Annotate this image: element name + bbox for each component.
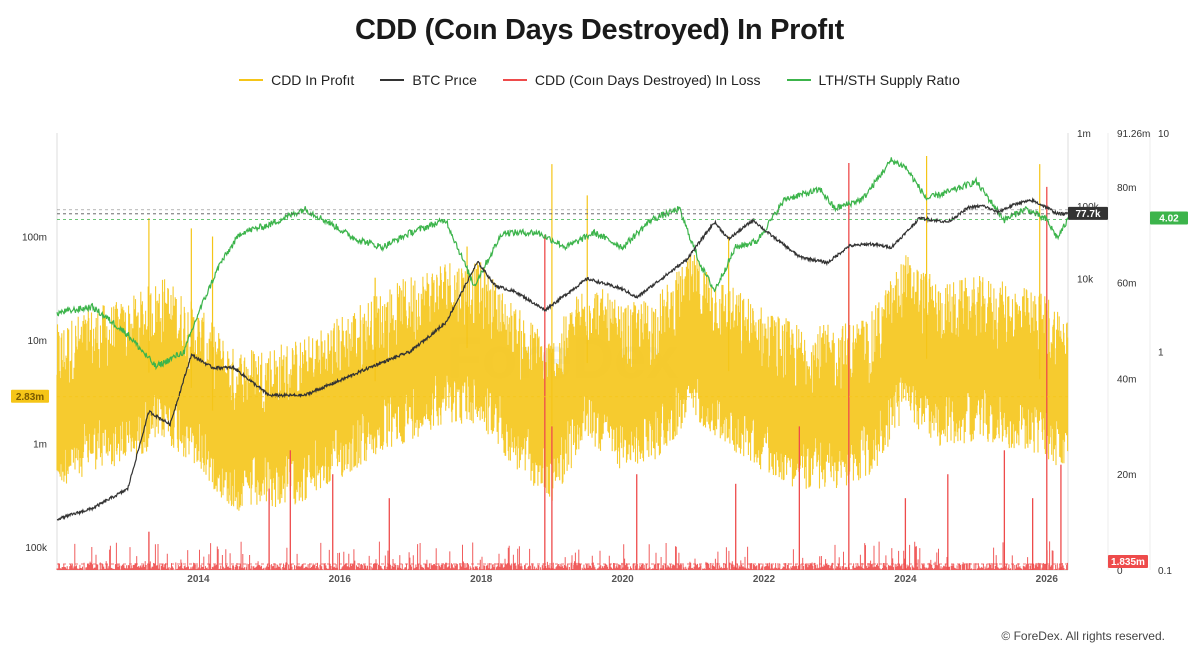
legend-swatch-btc-price xyxy=(380,79,405,81)
legend-label-cdd-profit: CDD In Profıt xyxy=(271,72,355,88)
btc-price-current-badge-bg xyxy=(1068,206,1108,220)
ratio-current-badge: 4.02 xyxy=(1159,213,1179,224)
x-tick-label: 2018 xyxy=(470,574,493,585)
legend-item-cdd-loss[interactable]: CDD (Coın Days Destroyed) In Loss xyxy=(502,72,761,88)
cdd-loss-line xyxy=(56,541,1068,570)
copyright-notice: © ForeDex. All rights reserved. xyxy=(1001,629,1165,643)
cdd-loss-current-badge: 1.835m xyxy=(1111,557,1145,568)
cdd-loss-series xyxy=(56,162,1068,570)
chart-title: CDD (Coın Days Destroyed) In Profıt xyxy=(355,14,844,46)
ratio-tick-label: 10 xyxy=(1158,129,1170,140)
chart-legend: CDD In Profıt BTC Prıce CDD (Coın Days D… xyxy=(0,72,1199,88)
legend-label-cdd-loss: CDD (Coın Days Destroyed) In Loss xyxy=(534,72,761,88)
left-tick-label: 1m xyxy=(33,440,47,451)
legend-swatch-cdd-profit xyxy=(239,79,264,81)
ratio-current-badge-bg xyxy=(1150,211,1188,225)
btc-price-line xyxy=(56,197,1069,521)
cdd-profit-current-badge: 2.83m xyxy=(16,392,44,403)
legend-item-lth-sth-ratio[interactable]: LTH/STH Supply Ratıo xyxy=(786,72,960,88)
legend-item-btc-price[interactable]: BTC Prıce xyxy=(380,72,477,88)
ratio-tick-label: 1 xyxy=(1158,348,1164,359)
legend-swatch-cdd-loss xyxy=(502,79,527,81)
cdd-profit-line xyxy=(56,255,1069,511)
btc-price-current-badge: 77.7k xyxy=(1075,209,1100,220)
price-tick-label: 10k xyxy=(1077,275,1094,286)
legend-label-btc-price: BTC Prıce xyxy=(412,72,477,88)
x-tick-label: 2020 xyxy=(611,574,634,585)
loss-tick-label: 20m xyxy=(1117,470,1136,481)
cdd-loss-current-badge-bg xyxy=(1108,555,1148,568)
x-tick-label: 2022 xyxy=(753,574,776,585)
legend-label-lth-sth-ratio: LTH/STH Supply Ratıo xyxy=(818,72,960,88)
legend-swatch-lth-sth-ratio xyxy=(786,79,811,81)
loss-tick-label: 60m xyxy=(1117,279,1136,290)
loss-tick-label: 80m xyxy=(1117,183,1136,194)
x-tick-label: 2014 xyxy=(187,574,210,585)
left-tick-label: 10m xyxy=(28,336,47,347)
lth-sth-ratio-line xyxy=(56,157,1069,371)
x-tick-label: 2026 xyxy=(1036,574,1059,585)
left-tick-label: 100m xyxy=(22,233,47,244)
cdd-profit-series xyxy=(56,155,1069,511)
cdd-profit-current-badge-bg xyxy=(11,389,49,403)
loss-tick-label: 91.26m xyxy=(1117,129,1150,140)
loss-tick-label: 40m xyxy=(1117,374,1136,385)
x-tick-label: 2024 xyxy=(894,574,917,585)
x-tick-label: 2016 xyxy=(329,574,352,585)
ratio-tick-label: 0.1 xyxy=(1158,566,1172,577)
price-tick-label: 1m xyxy=(1077,129,1091,140)
loss-tick-label: 0 xyxy=(1117,566,1123,577)
legend-item-cdd-profit[interactable]: CDD In Profıt xyxy=(239,72,354,88)
left-tick-label: 100k xyxy=(25,543,48,554)
